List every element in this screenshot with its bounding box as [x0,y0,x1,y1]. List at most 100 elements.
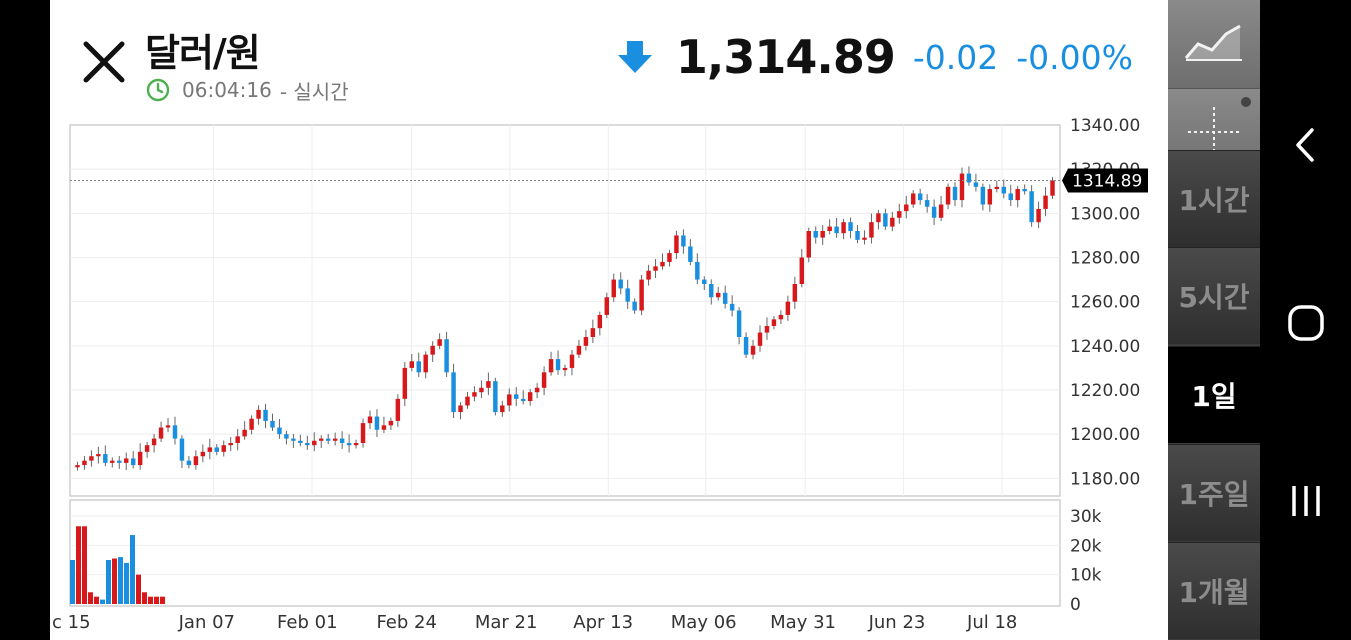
price-tick-label: 1180.00 [1070,469,1140,489]
candle [945,183,951,210]
candle [416,352,421,377]
candle [158,421,164,442]
volume-bar [160,596,165,604]
candle [541,366,547,396]
candle [193,450,199,470]
candle [312,432,317,452]
candle [1022,184,1027,195]
candle [883,208,888,230]
volume-bar [106,560,111,604]
candle [736,307,742,345]
recents-icon[interactable] [1285,480,1327,522]
candle [137,443,143,470]
candle [820,225,825,245]
candle [931,199,937,226]
volume-bar [94,596,99,604]
page-title: 달러/원 [145,31,261,75]
x-tick-label: Jan 07 [178,612,235,633]
period-1-button[interactable]: 1시간 [1168,150,1260,247]
candle [980,183,986,211]
candle [319,435,324,449]
price-tick-label: 1260.00 [1070,293,1140,313]
candle [332,432,338,446]
chart-type-button[interactable] [1168,0,1260,89]
period-3-button[interactable]: 1일 [1168,346,1260,443]
price-tick-label: 1220.00 [1070,381,1140,401]
candle [855,225,860,244]
period-5-button[interactable]: 1개월 [1168,542,1260,639]
candle [1050,177,1055,199]
candle [96,446,101,464]
candle [360,418,366,448]
candle [507,388,512,412]
volume-bar [76,526,81,604]
price-change: -0.02 [912,37,999,77]
period-2-button[interactable]: 5시간 [1168,247,1260,344]
candle [207,438,213,460]
volume-bar [142,592,147,604]
candle [674,230,679,260]
candle [597,311,603,336]
candle [562,364,568,377]
x-tick-label: Feb 01 [277,612,338,633]
candle [1001,179,1006,199]
candle [284,430,289,445]
home-icon[interactable] [1285,302,1327,344]
candle [179,435,185,468]
x-tick-label: May 06 [671,612,737,633]
candle [500,400,505,417]
candle [757,325,763,352]
candle [256,405,261,425]
close-icon[interactable] [80,38,128,86]
candle [653,259,658,279]
price-chart[interactable]: 1340.001320.001300.001280.001260.001240.… [50,0,1168,640]
back-icon[interactable] [1285,124,1327,166]
candle [904,195,909,219]
candle [353,439,359,449]
candle [583,329,589,351]
arrow-down-icon [617,41,652,73]
volume-tick-label: 20k [1070,536,1102,556]
time-value: 06:04:16 [182,78,272,102]
time-suffix: - 실시간 [279,79,349,104]
x-tick-label: Apr 13 [573,612,633,633]
candle [1008,184,1013,207]
x-tick-label: May 31 [770,612,836,633]
volume-tick-label: 30k [1070,507,1102,527]
candle [1029,185,1034,227]
candle [799,248,805,288]
candle [778,310,784,324]
candle [514,387,519,407]
candle [618,272,623,295]
price-change-percent: -0.00% [1016,37,1133,77]
app-screen: 달러/원 06:04:16 - 실시간 1,314.89 -0.02 -0.00… [50,0,1168,640]
candle [1036,201,1041,229]
x-tick-label: Jun 23 [868,612,926,633]
x-tick-label: Jul 18 [966,612,1017,633]
candle [117,456,122,469]
candle [534,383,540,399]
candle [576,339,582,358]
candle [952,182,958,207]
x-tick-label: Feb 24 [376,612,437,633]
period-4-button[interactable]: 1주일 [1168,444,1260,541]
candle [82,456,87,470]
quote-box: 1,314.89 -0.02 -0.00% [616,30,1133,84]
price-tick-label: 1300.00 [1070,204,1140,224]
candle [667,249,672,267]
volume-bar [118,557,123,604]
candle [917,188,923,205]
candle [249,415,254,435]
candle [785,295,791,321]
candle [681,229,686,254]
volume-bar [136,574,141,604]
candle [263,403,268,429]
volume-bar [82,526,87,604]
candle [270,413,275,431]
candle [729,295,735,317]
candle [743,332,749,358]
candle [987,184,993,212]
price-tick-label: 1280.00 [1070,249,1140,269]
candle [374,409,380,438]
candle [841,218,846,240]
